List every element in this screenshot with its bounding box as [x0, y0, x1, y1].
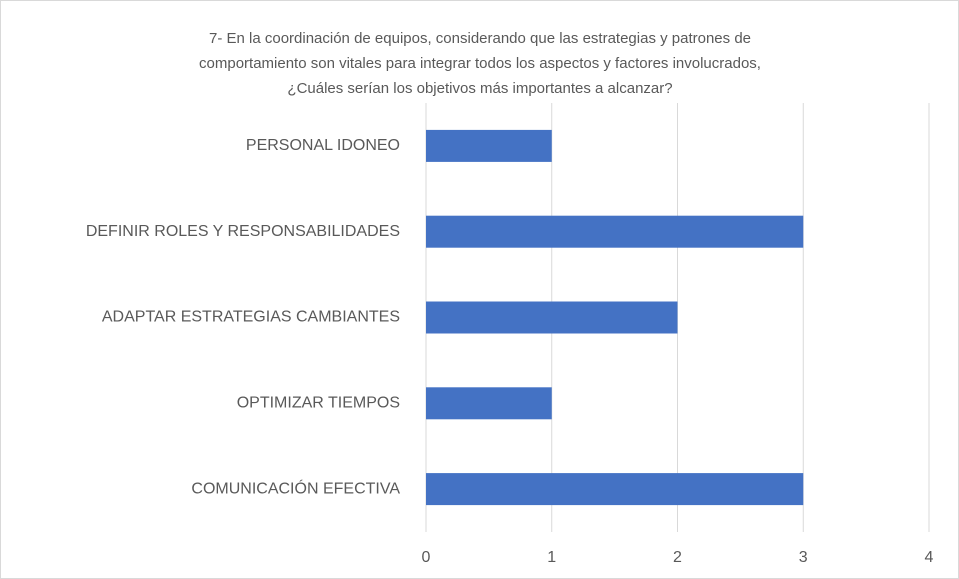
y-tick-label: OPTIMIZAR TIEMPOS [237, 395, 400, 412]
y-tick-label: ADAPTAR ESTRATEGIAS CAMBIANTES [102, 309, 400, 326]
x-tick-label: 4 [925, 549, 934, 566]
bar [426, 129, 552, 162]
x-tick-label: 2 [673, 549, 682, 566]
chart-title: 7- En la coordinación de equipos, consid… [209, 30, 751, 47]
x-tick-label: 0 [422, 549, 431, 566]
bar [426, 215, 804, 248]
x-tick-label: 3 [799, 549, 808, 566]
y-tick-label: COMUNICACIÓN EFECTIVA [191, 478, 400, 497]
chart-title: comportamiento son vitales para integrar… [199, 55, 761, 72]
x-tick-label: 1 [547, 549, 556, 566]
chart-title: ¿Cuáles serían los objetivos más importa… [287, 80, 672, 97]
y-tick-label: PERSONAL IDONEO [246, 137, 400, 154]
bar [426, 387, 552, 420]
bar [426, 473, 804, 506]
y-tick-label: DEFINIR ROLES Y RESPONSABILIDADES [86, 223, 400, 240]
bar [426, 301, 678, 334]
